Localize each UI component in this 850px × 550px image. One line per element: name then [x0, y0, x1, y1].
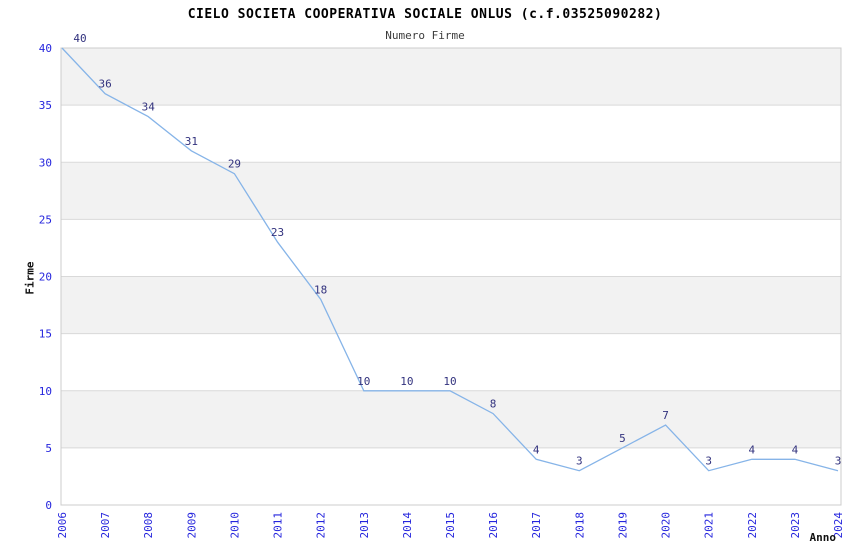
y-tick-label: 40	[39, 42, 52, 55]
plot-band	[61, 48, 841, 106]
y-tick-label: 25	[39, 213, 52, 226]
data-point-label: 3	[705, 455, 712, 468]
x-tick-label: 2016	[487, 512, 500, 539]
y-tick-label: 20	[39, 271, 52, 284]
plot-band	[61, 276, 841, 334]
x-tick-label: 2017	[530, 512, 543, 539]
x-tick-label: 2020	[660, 512, 673, 539]
x-tick-label: 2007	[99, 512, 112, 539]
x-tick-label: 2010	[228, 512, 241, 539]
data-point-label: 4	[748, 443, 755, 456]
y-tick-label: 15	[39, 328, 52, 341]
data-point-label: 10	[400, 375, 413, 388]
data-point-label: 18	[314, 283, 327, 296]
series-line	[61, 47, 839, 472]
y-tick-label: 35	[39, 99, 52, 112]
data-point-label: 36	[98, 78, 111, 91]
data-point-label: 3	[576, 455, 583, 468]
data-point-label: 31	[185, 135, 198, 148]
data-point-label: 4	[533, 443, 540, 456]
y-tick-label: 5	[45, 442, 52, 455]
y-tick-label: 0	[45, 499, 52, 512]
x-tick-label: 2022	[746, 512, 759, 539]
data-point-label: 10	[357, 375, 370, 388]
data-point-label: 40	[73, 32, 86, 45]
data-point-label: 3	[835, 455, 842, 468]
chart-title: CIELO SOCIETA COOPERATIVA SOCIALE ONLUS …	[187, 7, 663, 22]
plot-border	[60, 47, 842, 506]
x-tick-label: 2014	[401, 512, 414, 539]
x-tick-label: 2019	[616, 512, 629, 539]
plot-band	[61, 447, 841, 505]
chart-subtitle: Numero Firme	[385, 29, 465, 42]
x-axis-title: Anno	[809, 531, 837, 544]
data-point-label: 23	[271, 226, 284, 239]
plot-band	[61, 105, 841, 163]
data-point-label: 10	[443, 375, 456, 388]
x-tick-label: 2013	[358, 512, 371, 539]
data-point-label: 7	[662, 409, 669, 422]
x-tick-label: 2009	[185, 512, 198, 539]
data-point-label: 8	[490, 398, 497, 411]
x-tick-label: 2012	[315, 512, 328, 539]
y-tick-label: 30	[39, 156, 52, 169]
data-point-label: 5	[619, 432, 626, 445]
plot-band	[61, 162, 841, 220]
x-tick-label: 2015	[444, 512, 457, 539]
plot-band	[61, 333, 841, 391]
x-tick-label: 2008	[142, 512, 155, 539]
x-tick-label: 2021	[703, 512, 716, 539]
plot-band	[61, 219, 841, 277]
x-tick-label: 2018	[573, 512, 586, 539]
x-tick-label: 2024	[832, 512, 845, 539]
x-tick-label: 2023	[789, 512, 802, 539]
data-point-label: 29	[228, 158, 241, 171]
x-tick-label: 2006	[56, 512, 69, 539]
plot-band	[61, 390, 841, 448]
x-tick-label: 2011	[272, 512, 285, 539]
data-point-label: 4	[792, 443, 799, 456]
y-tick-label: 10	[39, 385, 52, 398]
data-point-label: 34	[142, 101, 156, 114]
